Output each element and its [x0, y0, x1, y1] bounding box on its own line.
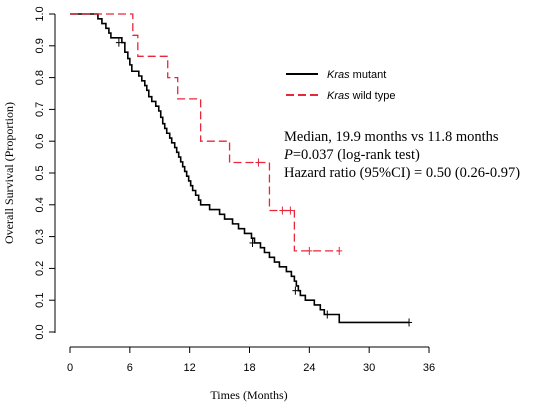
annotation-median: Median, 19.9 months vs 11.8 months: [284, 129, 499, 145]
axes: 0.0 0.1 0.2 0.3 0.4 0.5 0.6 0.7 0.8 0.9 1.0 0 6 12 18…: [34, 6, 435, 374]
legend-label-wild-type-italic: Kras: [327, 90, 350, 102]
legend-label-wild-type-rest: wild type: [350, 90, 396, 102]
legend-label-wild-type: Kras wild type: [327, 90, 395, 102]
y-tick-label: 0.8: [34, 70, 46, 85]
y-tick-label: 0.0: [34, 324, 46, 339]
x-tick-label: 36: [423, 362, 435, 374]
y-tick-label: 0.9: [34, 38, 46, 53]
y-axis-ticks: 0.0 0.1 0.2 0.3 0.4 0.5 0.6 0.7 0.8 0.9 1.0: [34, 6, 55, 340]
y-tick-label: 0.4: [34, 197, 46, 212]
survival-line-mutant: [70, 13, 410, 324]
survival-line-wild-type: [70, 13, 340, 252]
y-tick-label: 0.1: [34, 293, 46, 308]
annotation-hazard-ratio: Hazard ratio (95%CI) = 0.50 (0.26-0.97): [284, 165, 520, 181]
y-axis-title: Overall Survival (Proportion): [2, 102, 16, 244]
x-axis-title: Times (Months): [210, 388, 287, 402]
y-tick-label: 0.3: [34, 229, 46, 244]
stats-annotation: Median, 19.9 months vs 11.8 months P=0.0…: [283, 129, 520, 181]
x-tick-label: 12: [184, 362, 196, 374]
y-tick-label: 1.0: [34, 6, 46, 21]
x-tick-label: 0: [67, 362, 73, 374]
legend-label-mutant-rest: mutant: [350, 69, 387, 81]
x-axis-ticks: 0 6 12 18 24 30 36: [67, 347, 435, 374]
annotation-p-rest: =0.037 (log-rank test): [293, 147, 420, 163]
y-tick-label: 0.2: [34, 261, 46, 276]
legend: Kras mutant Kras wild type: [286, 69, 395, 102]
annotation-p-italic: P: [283, 147, 293, 163]
legend-label-mutant-italic: Kras: [327, 69, 350, 81]
y-tick-label: 0.6: [34, 134, 46, 149]
y-tick-label: 0.5: [34, 165, 46, 180]
survival-curves: [70, 13, 413, 327]
annotation-pvalue: P=0.037 (log-rank test): [283, 147, 420, 163]
x-tick-label: 6: [127, 362, 133, 374]
legend-label-mutant: Kras mutant: [327, 69, 386, 81]
y-tick-label: 0.7: [34, 102, 46, 117]
x-tick-label: 30: [363, 362, 375, 374]
x-tick-label: 24: [303, 362, 315, 374]
x-tick-label: 18: [243, 362, 255, 374]
